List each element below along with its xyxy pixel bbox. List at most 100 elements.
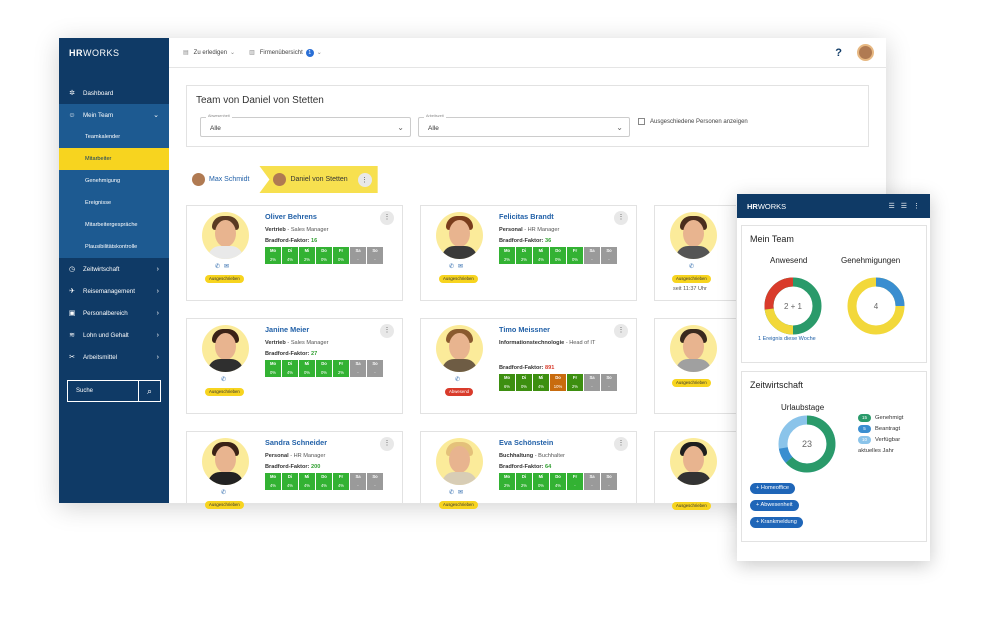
sidebar-item-mein-team[interactable]: ☺ Mein Team ⌄ — [59, 104, 169, 126]
phone-icon[interactable]: ✆ — [221, 377, 227, 383]
employee-name[interactable]: Felicitas Brandt — [499, 212, 554, 221]
panel-header: HR WORKS ☰ ☰ ⋮ — [737, 194, 930, 218]
phone-icon[interactable]: ✆ — [449, 490, 455, 496]
sidebar-item-label: Mitarbeiter — [85, 156, 112, 162]
menu-icon[interactable]: ☰ ☰ ⋮ — [888, 203, 922, 210]
sidebar-item-dashboard[interactable]: ✲ Dashboard — [59, 82, 169, 104]
day-percent: - — [357, 257, 359, 262]
phone-icon[interactable]: ✆ — [221, 490, 227, 496]
add-sick-note-button[interactable]: + Krankmeldung — [750, 517, 803, 528]
avatar-face — [683, 446, 704, 473]
avatar-face — [683, 220, 704, 247]
vacation-value: 23 — [802, 439, 812, 449]
more-icon[interactable]: ⋮ — [614, 211, 628, 225]
employee-name[interactable]: Janine Meier — [265, 325, 310, 334]
search-input[interactable]: Suche — [76, 388, 94, 394]
employee-card[interactable]: ✆ Ausgeschrieben Sandra Schneider Person… — [186, 431, 403, 509]
sidebar-subitem-teamkalender[interactable]: Teamkalender — [59, 126, 169, 148]
sidebar-item-lohn[interactable]: ≋ Lohn und Gehalt › — [59, 324, 169, 346]
mail-icon[interactable]: ✉ — [458, 490, 464, 496]
more-icon[interactable]: ⋮ — [614, 437, 628, 451]
day-label: Mi — [538, 248, 544, 253]
week-overview: Mo 2% Di 2% Mi 4% Do 0% Fr 0% Sa - So - — [499, 247, 618, 264]
day-percent: 2% — [571, 384, 579, 389]
employee-card[interactable]: ✆ ✉ Ausgeschrieben Oliver Behrens Vertrie… — [186, 205, 403, 301]
employee-card[interactable]: ✆ ✉ Ausgeschrieben Felicitas Brandt Perso… — [420, 205, 637, 301]
day-label: Mi — [538, 375, 544, 380]
sidebar-subitem-genehmigung[interactable]: Genehmigung — [59, 170, 169, 192]
checkbox-box[interactable] — [638, 118, 645, 125]
day-percent: 6% — [503, 384, 511, 389]
breadcrumb-max-schmidt[interactable]: Max Schmidt — [192, 166, 259, 193]
user-avatar[interactable] — [857, 44, 874, 61]
avatar — [436, 212, 483, 259]
employee-card[interactable]: ✆ Ausgeschrieben Janine Meier Vertrieb -… — [186, 318, 403, 414]
day-label: Mi — [304, 248, 310, 253]
more-icon[interactable]: ⋮ — [380, 324, 394, 338]
employee-card[interactable]: ✆ Abwesend Timo Meissner Informationstec… — [420, 318, 637, 414]
sidebar-subitem-mitarbeitergespraeche[interactable]: Mitarbeitergespräche — [59, 214, 169, 236]
more-icon[interactable]: ⋮ — [614, 324, 628, 338]
logo[interactable]: HR WORKS — [69, 48, 120, 58]
contact-icons: ✆ — [221, 376, 226, 383]
employee-card-partial[interactable]: ✆ Ausgeschrieben seit 11:37 Uhr — [654, 205, 736, 301]
sidebar-item-personalbereich[interactable]: ▣ Personalbereich › — [59, 302, 169, 324]
show-former-checkbox[interactable]: Ausgeschiedene Personen anzeigen — [638, 118, 748, 125]
search-icon[interactable]: ⌕ — [138, 381, 160, 401]
worktime-select[interactable]: Arbeitszeit Alle ⌄ — [418, 114, 630, 137]
employee-name[interactable]: Oliver Behrens — [265, 212, 317, 221]
phone-icon[interactable]: ✆ — [455, 377, 461, 383]
absence-select[interactable]: Abwesenheit Alle ⌄ — [200, 114, 411, 137]
legend-requested: 5 Beantragt — [858, 425, 900, 433]
more-icon[interactable]: ⋮ — [380, 437, 394, 451]
sidebar-item-zeitwirtschaft[interactable]: ◷ Zeitwirtschaft › — [59, 258, 169, 280]
sidebar-subitem-plausibilitaet[interactable]: Plausibilitätskontrolle — [59, 236, 169, 258]
employee-card[interactable]: ✆ ✉ Ausgeschrieben Eva Schönstein Buchhal… — [420, 431, 637, 509]
employee-department: Personal - HR Manager — [265, 453, 326, 459]
events-link[interactable]: 1 Ereignis diese Woche — [758, 336, 816, 342]
mail-icon[interactable]: ✉ — [458, 264, 464, 270]
day-label: Mi — [304, 361, 310, 366]
sidebar-item-arbeitsmittel[interactable]: ✂ Arbeitsmittel › — [59, 346, 169, 368]
todo-menu[interactable]: ▤ Zu erledigen ⌄ — [183, 49, 235, 57]
employee-role: Head of IT — [569, 340, 596, 346]
help-button[interactable]: ? — [835, 46, 842, 59]
sidebar-search[interactable]: Suche ⌕ — [67, 380, 161, 402]
day-label: Fr — [338, 361, 344, 366]
chevron-right-icon: › — [156, 353, 159, 361]
sidebar-subitem-mitarbeiter[interactable]: Mitarbeiter — [59, 148, 169, 170]
day-label: Mo — [503, 474, 511, 479]
absence-label: Abwesenheit — [206, 114, 232, 118]
person-icon: ▣ — [68, 310, 76, 317]
status-badge: Ausgeschrieben — [205, 501, 244, 509]
employee-name[interactable]: Eva Schönstein — [499, 438, 554, 447]
team-widget: Mein Team Anwesend Genehmigungen 2 + 1 4… — [741, 225, 927, 363]
company-label: Firmenübersicht — [259, 49, 303, 56]
employee-name[interactable]: Timo Meissner — [499, 325, 550, 334]
legend-available: 10 Verfügbar — [858, 436, 900, 444]
mail-icon[interactable]: ✉ — [224, 264, 230, 270]
add-homeoffice-button[interactable]: + Homeoffice — [750, 483, 796, 494]
status-badge: Ausgeschrieben — [205, 388, 244, 396]
week-day: Di 4% — [282, 360, 298, 377]
more-icon[interactable]: ⋮ — [380, 211, 394, 225]
day-label: So — [606, 248, 612, 253]
company-menu[interactable]: ▥ Firmenübersicht 1 ⌄ — [249, 48, 322, 57]
bradford-factor: Bradford-Faktor: 891 — [499, 365, 554, 371]
phone-icon[interactable]: ✆ — [215, 264, 221, 270]
add-absence-button[interactable]: + Abwesenheit — [750, 500, 799, 511]
phone-icon[interactable]: ✆ — [449, 264, 455, 270]
day-label: Mo — [269, 248, 277, 253]
day-percent: 0% — [320, 257, 328, 262]
breadcrumb-daniel-von-stetten[interactable]: Daniel von Stetten ⋮ — [259, 166, 378, 193]
employee-name[interactable]: Sandra Schneider — [265, 438, 328, 447]
more-icon[interactable]: ⋮ — [357, 172, 372, 187]
sidebar-item-reisemanagement[interactable]: ✈ Reisemanagement › — [59, 280, 169, 302]
employee-role: Sales Manager — [290, 340, 329, 346]
employee-card-partial[interactable]: Ausgeschrieben — [654, 318, 736, 414]
day-percent: - — [374, 257, 376, 262]
phone-icon[interactable]: ✆ — [689, 264, 695, 270]
sidebar-subitem-ereignisse[interactable]: Ereignisse — [59, 192, 169, 214]
week-day: So - — [601, 247, 617, 264]
employee-card-partial[interactable]: Ausgeschrieben — [654, 431, 736, 510]
